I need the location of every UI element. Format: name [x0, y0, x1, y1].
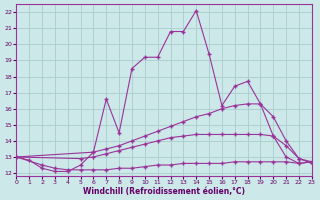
X-axis label: Windchill (Refroidissement éolien,°C): Windchill (Refroidissement éolien,°C) [83, 187, 245, 196]
